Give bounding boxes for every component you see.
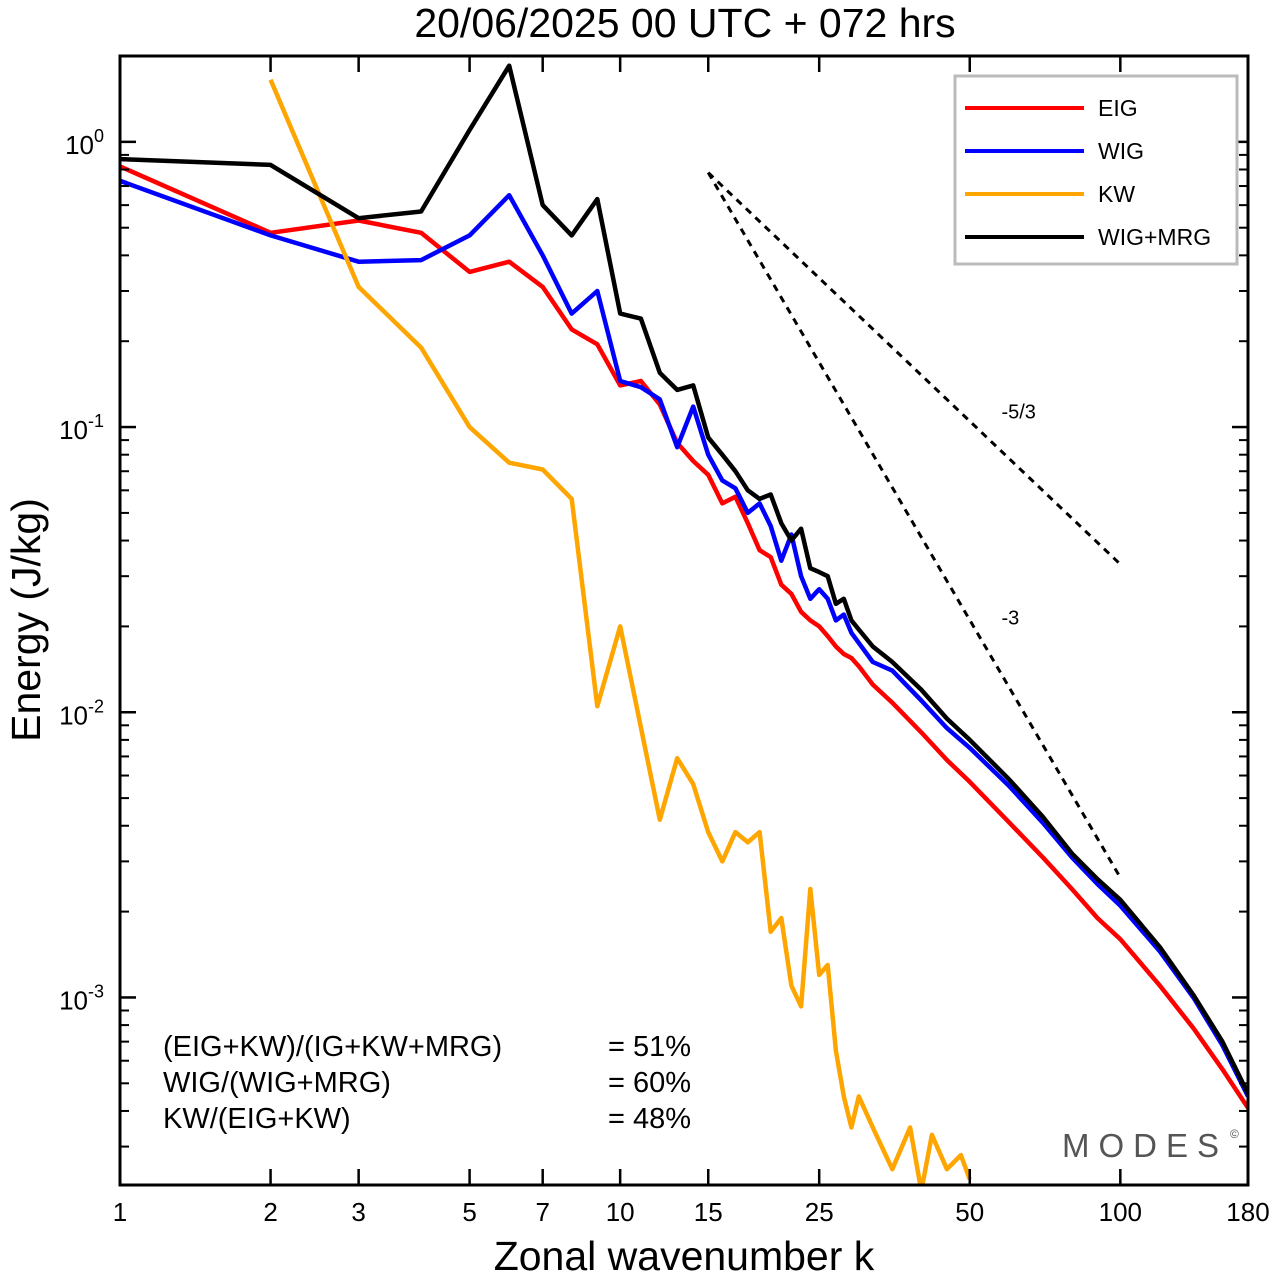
x-tick-label-5: 5 bbox=[462, 1197, 476, 1227]
stat-value-1: = 51% bbox=[608, 1031, 691, 1063]
slope-line-3 bbox=[706, 171, 1122, 879]
x-axis-title: Zonal wavenumber k bbox=[494, 1233, 875, 1279]
stat-value-2: = 60% bbox=[608, 1067, 691, 1099]
data-series bbox=[120, 63, 1248, 1185]
y-axis-ticks: 100 10-1 10-2 10-3 bbox=[59, 55, 1248, 1148]
y-tick-label--2: 10-2 bbox=[59, 696, 104, 730]
brand-watermark: MODES bbox=[1062, 1127, 1228, 1164]
x-tick-label-2: 2 bbox=[263, 1197, 277, 1227]
brand-copyright-mark: © bbox=[1230, 1127, 1239, 1141]
series-wig bbox=[120, 178, 1248, 1098]
series-eig bbox=[120, 164, 1248, 1110]
slope-label-5-3: -5/3 bbox=[1001, 401, 1035, 423]
x-tick-label-1: 1 bbox=[113, 1197, 127, 1227]
x-tick-label-10: 10 bbox=[606, 1197, 635, 1227]
legend-label-kw: KW bbox=[1098, 181, 1135, 207]
x-axis-ticks: 1 2 3 5 7 10 15 25 50 100 180 bbox=[113, 56, 1270, 1227]
x-tick-label-25: 25 bbox=[805, 1197, 834, 1227]
x-tick-label-3: 3 bbox=[351, 1197, 365, 1227]
series-kw bbox=[268, 78, 972, 1185]
y-tick-label--1: 10-1 bbox=[59, 411, 104, 445]
series-wig-mrg bbox=[120, 63, 1248, 1095]
x-tick-label-15: 15 bbox=[694, 1197, 723, 1227]
slope-line-5-3 bbox=[707, 171, 1122, 566]
chart-title: 20/06/2025 00 UTC + 072 hrs bbox=[414, 0, 955, 46]
stat-label-1: (EIG+KW)/(IG+KW+MRG) bbox=[163, 1031, 502, 1063]
legend: EIG WIG KW WIG+MRG bbox=[953, 74, 1239, 266]
x-tick-label-180: 180 bbox=[1226, 1197, 1269, 1227]
reference-slope-lines bbox=[706, 171, 1122, 879]
y-tick-label-0: 100 bbox=[65, 126, 104, 160]
stat-value-3: = 48% bbox=[608, 1103, 691, 1135]
y-tick-label--3: 10-3 bbox=[59, 981, 104, 1015]
x-tick-label-50: 50 bbox=[955, 1197, 984, 1227]
plot-frame bbox=[118, 54, 1250, 1187]
stat-label-2: WIG/(WIG+MRG) bbox=[163, 1067, 391, 1099]
slope-label-3: -3 bbox=[1001, 608, 1019, 630]
reference-slope-labels: -5/3 -3 bbox=[1001, 401, 1035, 629]
legend-label-wig-mrg: WIG+MRG bbox=[1098, 224, 1211, 250]
x-tick-label-100: 100 bbox=[1099, 1197, 1142, 1227]
y-axis-title: Energy (J/kg) bbox=[3, 498, 49, 742]
legend-label-wig: WIG bbox=[1098, 138, 1144, 164]
stat-label-3: KW/(EIG+KW) bbox=[163, 1103, 351, 1135]
stats-annotations: (EIG+KW)/(IG+KW+MRG) = 51% WIG/(WIG+MRG) = … bbox=[163, 1031, 691, 1135]
x-tick-label-7: 7 bbox=[535, 1197, 549, 1227]
legend-label-eig: EIG bbox=[1098, 95, 1138, 121]
